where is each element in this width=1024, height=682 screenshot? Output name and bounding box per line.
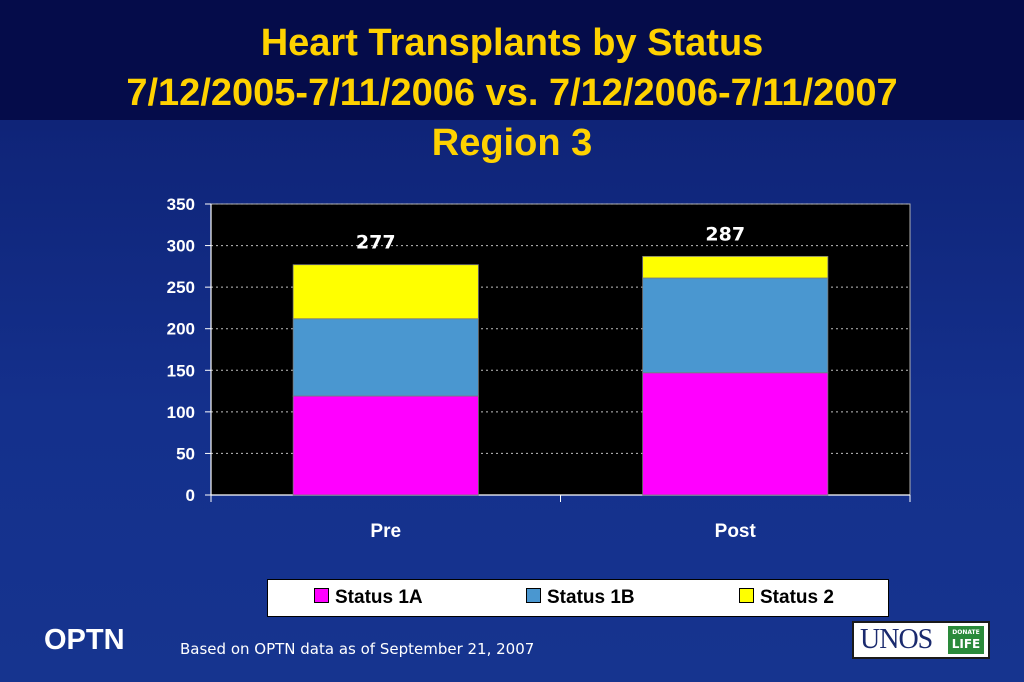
unos-logo: UNOS DONATE LIFE [852,621,990,659]
unos-logo-text: UNOS [860,624,933,655]
badge-bottom-text: LIFE [951,637,981,651]
y-tick-label-350: 350 [167,195,195,214]
legend-swatch-status-1a [314,588,329,604]
y-tick-label-150: 150 [167,361,195,380]
donate-life-badge: DONATE LIFE [948,626,984,654]
bar-post-status-2 [642,255,829,279]
slide-title: Heart Transplants by Status 7/12/2005-7/… [0,18,1024,168]
legend-item-status-1a: Status 1A [314,588,423,608]
bar-post-status-1b [642,277,829,374]
title-line-2: 7/12/2005-7/11/2006 vs. 7/12/2006-7/11/2… [126,72,898,114]
legend-swatch-status-2 [739,588,754,604]
bar-post-status-1a [642,372,829,496]
bar-pre-status-1a [292,395,479,496]
total-label-post: 287 [705,223,745,245]
y-tick-label-0: 0 [186,486,195,505]
legend-item-status-1b: Status 1B [526,588,635,608]
title-line-3: Region 3 [431,122,593,164]
y-tick-label-50: 50 [176,444,195,463]
x-tick-label-post: Post [715,521,757,542]
y-tick-label-300: 300 [167,237,195,256]
y-tick-label-100: 100 [167,403,195,422]
legend-label-status-1a: Status 1A [335,587,423,608]
optn-label: OPTN [44,624,125,656]
bar-pre-status-2 [292,264,479,320]
bar-pre-status-1b [292,318,479,397]
title-line-1: Heart Transplants by Status [260,22,764,64]
legend-label-status-1b: Status 1B [547,587,635,608]
total-label-pre: 277 [356,232,396,254]
y-axis-label: Number of Transplants [121,267,141,463]
title-band [0,0,1024,120]
legend-label-status-2: Status 2 [760,587,834,608]
legend-item-status-2: Status 2 [739,588,834,608]
data-source-note: Based on OPTN data as of September 21, 2… [180,640,535,658]
x-tick-label-pre: Pre [370,521,401,542]
y-tick-label-250: 250 [167,278,195,297]
chart-legend: Status 1A Status 1B Status 2 [267,579,889,617]
legend-swatch-status-1b [526,588,541,604]
badge-top-text: DONATE [952,629,980,636]
y-tick-label-200: 200 [167,320,195,339]
